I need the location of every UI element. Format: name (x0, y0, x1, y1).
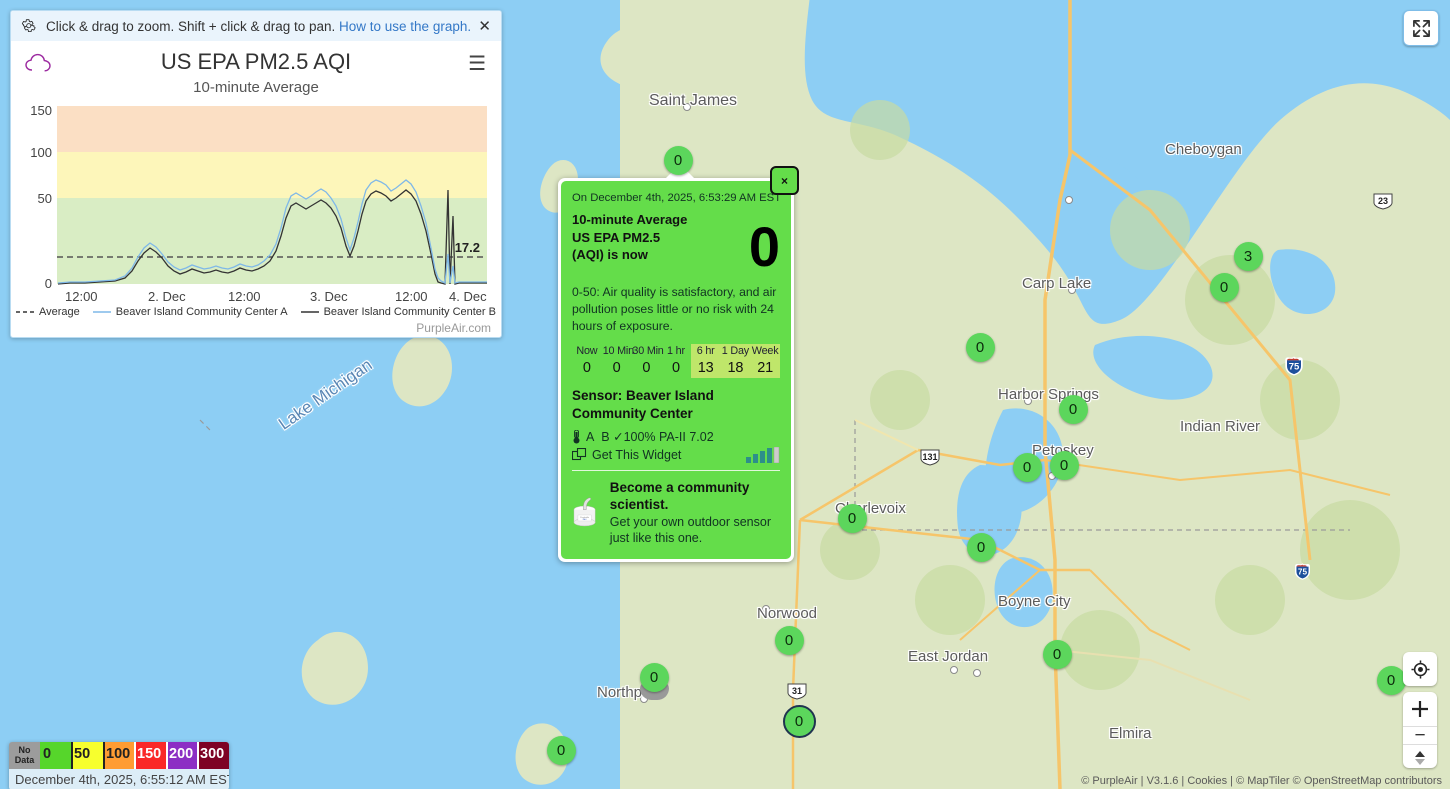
svg-text:50: 50 (38, 191, 52, 206)
svg-text:PA-II: PA-II (583, 518, 587, 521)
svg-text:12:00: 12:00 (395, 289, 428, 304)
svg-text:131: 131 (922, 452, 937, 462)
svg-text:75: 75 (1298, 568, 1308, 577)
svg-text:150: 150 (30, 106, 52, 118)
svg-text:4. Dec: 4. Dec (449, 289, 487, 304)
svg-text:23: 23 (1378, 196, 1388, 206)
svg-text:100: 100 (30, 145, 52, 160)
svg-text:0: 0 (45, 276, 52, 291)
svg-text:2. Dec: 2. Dec (148, 289, 186, 304)
svg-text:17.2: 17.2 (455, 240, 480, 255)
svg-text:12:00: 12:00 (228, 289, 261, 304)
svg-text:75: 75 (1289, 362, 1300, 373)
svg-text:12:00: 12:00 (65, 289, 98, 304)
svg-text:3. Dec: 3. Dec (310, 289, 348, 304)
svg-text:31: 31 (792, 686, 802, 696)
